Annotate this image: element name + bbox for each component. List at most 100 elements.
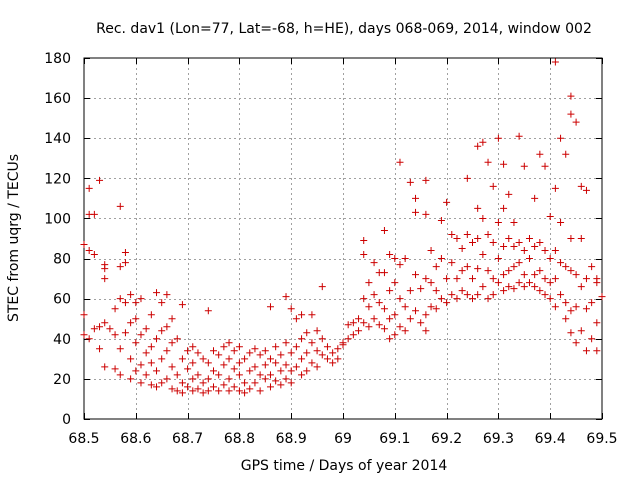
data-point — [235, 371, 243, 379]
data-point — [298, 371, 306, 379]
data-point — [396, 261, 404, 269]
data-point — [551, 275, 559, 283]
data-point — [582, 275, 590, 283]
data-point — [360, 319, 368, 327]
data-point — [111, 305, 119, 313]
data-point — [412, 271, 420, 279]
data-point — [153, 335, 161, 343]
data-point — [80, 331, 88, 339]
data-point — [142, 325, 150, 333]
data-point — [593, 347, 601, 355]
data-point — [370, 291, 378, 299]
x-tick-label: 68.7 — [172, 431, 203, 447]
data-point — [541, 162, 549, 170]
data-point — [204, 387, 212, 395]
data-point — [484, 295, 492, 303]
data-point — [355, 327, 363, 335]
data-point — [225, 375, 233, 383]
data-point — [572, 339, 580, 347]
data-point — [210, 367, 217, 375]
data-point — [432, 287, 440, 295]
data-point — [417, 319, 425, 327]
data-point — [541, 291, 549, 299]
data-point — [168, 339, 176, 347]
data-point — [567, 235, 575, 242]
data-point — [494, 134, 502, 142]
data-point — [474, 235, 482, 242]
data-point — [593, 279, 601, 287]
data-point — [313, 347, 321, 355]
data-point — [489, 239, 497, 247]
y-tick-label: 100 — [44, 211, 71, 227]
data-point — [101, 265, 109, 273]
data-point — [303, 329, 311, 337]
data-point — [582, 347, 590, 355]
data-point — [261, 347, 269, 355]
data-point — [132, 315, 140, 323]
x-tick-label: 69.4 — [535, 431, 566, 447]
data-point — [572, 271, 580, 279]
data-point — [386, 251, 394, 259]
data-point — [572, 118, 580, 126]
data-point — [582, 305, 590, 313]
data-point — [277, 367, 285, 375]
data-point — [318, 335, 326, 343]
data-point — [515, 259, 523, 267]
data-point — [593, 319, 601, 327]
data-point — [562, 315, 570, 323]
data-point — [137, 361, 145, 369]
data-point — [463, 230, 471, 238]
data-point — [111, 365, 119, 373]
data-point — [194, 371, 202, 379]
data-point — [241, 355, 249, 363]
data-point — [500, 287, 508, 295]
data-point — [551, 184, 559, 192]
data-point — [251, 345, 259, 353]
data-point — [303, 349, 311, 357]
data-point — [116, 263, 124, 271]
data-point — [417, 285, 425, 293]
data-point — [546, 279, 554, 287]
data-point — [313, 327, 321, 335]
data-point — [251, 363, 259, 371]
data-point — [339, 341, 347, 349]
data-point — [531, 243, 539, 251]
data-point — [391, 255, 399, 263]
data-point — [199, 389, 207, 397]
data-point — [266, 303, 274, 311]
data-point — [500, 204, 508, 212]
data-point — [323, 343, 331, 351]
data-point — [453, 235, 461, 242]
data-point — [230, 383, 238, 391]
data-point — [127, 291, 135, 299]
data-point — [365, 279, 373, 287]
data-point — [132, 299, 140, 307]
data-point — [448, 291, 456, 299]
data-point — [137, 331, 145, 339]
data-point — [557, 134, 565, 142]
data-point — [116, 295, 124, 303]
data-point — [329, 349, 337, 357]
data-point — [298, 355, 306, 363]
data-point — [443, 198, 451, 206]
data-point — [127, 375, 135, 383]
data-point — [505, 235, 513, 242]
data-point — [204, 375, 212, 383]
data-point — [557, 259, 565, 267]
y-tick-label: 60 — [53, 292, 71, 308]
data-point — [246, 385, 254, 393]
data-point — [308, 339, 316, 347]
data-point — [391, 311, 399, 319]
data-point — [427, 303, 435, 311]
data-point — [266, 371, 274, 379]
data-point — [96, 176, 104, 184]
data-point — [401, 303, 409, 311]
data-point — [515, 279, 523, 287]
data-point — [474, 291, 482, 299]
data-point — [412, 307, 420, 315]
data-point — [588, 299, 596, 307]
data-point — [551, 247, 559, 255]
data-point — [489, 291, 497, 299]
data-point — [551, 303, 559, 311]
data-point — [474, 142, 482, 150]
